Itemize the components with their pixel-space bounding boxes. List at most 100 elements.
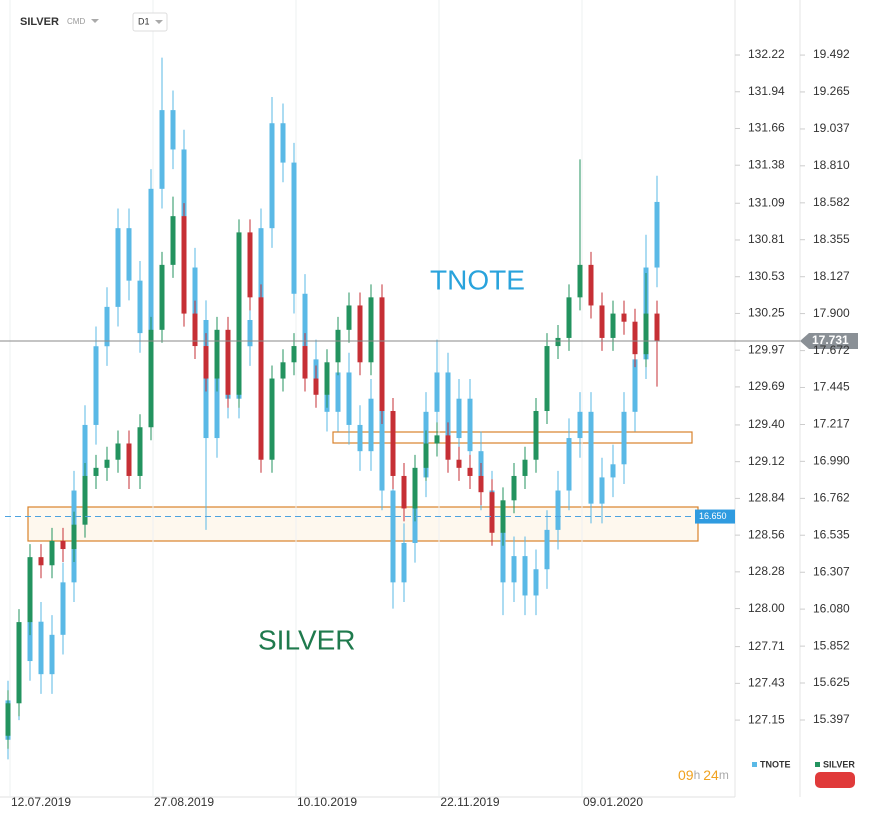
candle-body <box>181 216 187 314</box>
candle-body <box>357 424 363 452</box>
y2-tick-label: 19.265 <box>813 84 850 98</box>
x-tick-label: 27.08.2019 <box>154 795 214 809</box>
y-tick-label: 130.53 <box>748 269 785 283</box>
candle-body <box>115 228 121 307</box>
market: CMD <box>67 17 85 26</box>
legend-swatch <box>815 762 820 767</box>
y2-tick-label: 16.762 <box>813 491 850 505</box>
candle-body <box>49 540 55 566</box>
timer-minutes: 24 <box>703 767 719 783</box>
candle-body <box>225 329 231 395</box>
candle-body <box>258 297 264 460</box>
candle-body <box>654 313 660 342</box>
candle-body <box>159 264 165 330</box>
candle-body <box>38 557 44 566</box>
y-tick-label: 128.84 <box>748 491 785 505</box>
candle-body <box>16 622 22 704</box>
y-tick-label: 127.71 <box>748 639 785 653</box>
candle-body <box>137 280 143 334</box>
candle-body <box>654 201 660 268</box>
y2-tick-label: 15.852 <box>813 638 850 652</box>
y-tick-label: 129.12 <box>748 454 785 468</box>
y-tick-label: 128.00 <box>748 601 785 615</box>
candle-body <box>467 467 473 476</box>
candle-body <box>390 411 396 476</box>
candle-body <box>302 293 308 360</box>
y-tick-label: 129.69 <box>748 379 785 393</box>
zone-box <box>27 506 699 542</box>
candle-body <box>170 110 176 150</box>
candle-body <box>27 557 33 623</box>
candle-body <box>291 346 297 363</box>
y2-tick-label: 18.810 <box>813 158 850 172</box>
candle-body <box>533 569 539 596</box>
candle-body <box>324 362 330 395</box>
y-tick-label: 131.66 <box>748 121 785 135</box>
timer: 09h 24m <box>678 767 729 783</box>
y-tick-label: 131.38 <box>748 157 785 171</box>
dropdown-arrow <box>155 20 163 24</box>
candle-body <box>434 435 440 444</box>
y2-tick-label: 17.672 <box>813 343 850 357</box>
candle-body <box>478 475 484 493</box>
candle-body <box>27 621 33 662</box>
zone-box <box>332 431 693 444</box>
y2-tick-label: 17.217 <box>813 417 850 431</box>
candle-body <box>126 443 132 476</box>
y2-tick-label: 17.900 <box>813 306 850 320</box>
candle-body <box>93 346 99 425</box>
interval-select[interactable] <box>132 12 168 32</box>
y2-tick-label: 16.080 <box>813 601 850 615</box>
y-tick-label: 131.94 <box>748 84 785 98</box>
y2-tick-label: 17.445 <box>813 380 850 394</box>
candle-body <box>269 378 275 460</box>
x-tick-label: 09.01.2020 <box>583 795 643 809</box>
y-tick-label: 129.40 <box>748 417 785 431</box>
indicator-button[interactable] <box>815 772 855 788</box>
y2-tick-label: 18.355 <box>813 232 850 246</box>
candle-body <box>456 459 462 468</box>
candle-body <box>368 398 374 452</box>
candle-body <box>170 216 176 265</box>
x-tick-label: 12.07.2019 <box>11 795 71 809</box>
symbol[interactable]: SILVER <box>20 16 59 28</box>
dropdown-arrow[interactable] <box>91 19 99 23</box>
candle-body <box>511 475 517 501</box>
candle-body <box>599 477 605 504</box>
candle-body <box>544 529 550 570</box>
candle-body <box>335 329 341 363</box>
price-tag <box>800 333 858 350</box>
candle-body <box>643 313 649 355</box>
candle-body <box>302 346 308 379</box>
candle-body <box>511 556 517 583</box>
annotation: SILVER <box>258 624 356 655</box>
candle-body <box>489 492 495 533</box>
y-tick-label: 130.81 <box>748 232 785 246</box>
candle-body <box>555 337 561 347</box>
candle-body <box>522 459 528 476</box>
candle-body <box>214 329 220 379</box>
candle-body <box>566 438 572 491</box>
candle-body <box>401 542 407 583</box>
candle-body <box>203 346 209 379</box>
candle-body <box>577 411 583 439</box>
candle-body <box>115 443 121 460</box>
candle-body <box>346 372 352 425</box>
candle-body <box>544 346 550 412</box>
candle-body <box>434 372 440 412</box>
interval[interactable]: D1 <box>138 16 150 26</box>
candle-body <box>379 398 385 491</box>
y2-tick-label: 16.307 <box>813 564 850 578</box>
candle-body <box>247 319 253 347</box>
timer-unit: h <box>694 768 701 782</box>
candle-body <box>49 634 55 675</box>
candle-body <box>500 516 506 583</box>
price-tag-label: 17.731 <box>812 333 849 347</box>
candle-body <box>357 305 363 363</box>
candle-body <box>148 329 154 428</box>
timer-unit: m <box>719 768 729 782</box>
candle-body <box>412 467 418 509</box>
candle-body <box>335 372 341 412</box>
y-tick-label: 131.09 <box>748 195 785 209</box>
